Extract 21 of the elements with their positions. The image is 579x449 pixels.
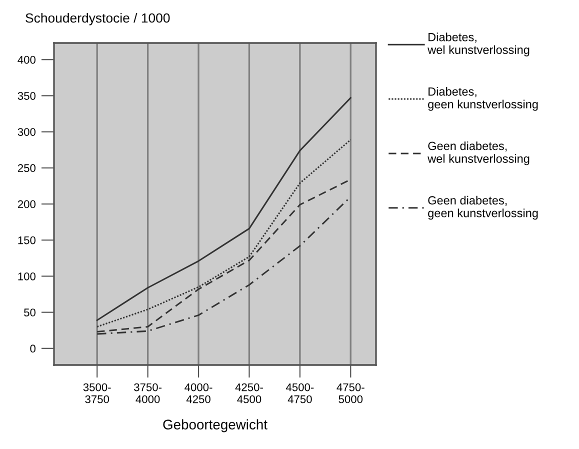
y-tick-label: 350 [18, 92, 36, 100]
y-tick-label: 0 [30, 344, 36, 353]
x-axis-title: Geboortegewicht [163, 419, 268, 432]
x-tick-label: 3750- 4000 [134, 383, 162, 404]
y-tick-label: 250 [18, 164, 36, 172]
x-tick-label: 4500- 4750 [286, 383, 314, 404]
y-tick-label: 400 [18, 56, 36, 64]
y-tick-label: 100 [18, 272, 36, 280]
x-tick-label: 3500- 3750 [83, 383, 111, 404]
legend-label: Geen diabetes, geen kunstverlossing [428, 196, 538, 220]
legend-label: Diabetes, wel kunstverlossing [428, 32, 530, 56]
x-tick-label: 4000- 4250 [184, 383, 212, 404]
y-tick-label: 150 [18, 236, 36, 244]
y-tick-label: 200 [18, 200, 36, 208]
y-axis-title: Schouderdystocie / 1000 [26, 12, 170, 26]
x-tick-label: 4750- 5000 [336, 383, 364, 404]
legend-label: Geen diabetes, wel kunstverlossing [428, 141, 530, 166]
y-tick-label: 300 [18, 128, 36, 136]
legend-label: Diabetes, geen kunstverlossing [428, 87, 538, 111]
y-tick-label: 50 [24, 308, 36, 316]
x-tick-label: 4250- 4500 [235, 383, 263, 404]
